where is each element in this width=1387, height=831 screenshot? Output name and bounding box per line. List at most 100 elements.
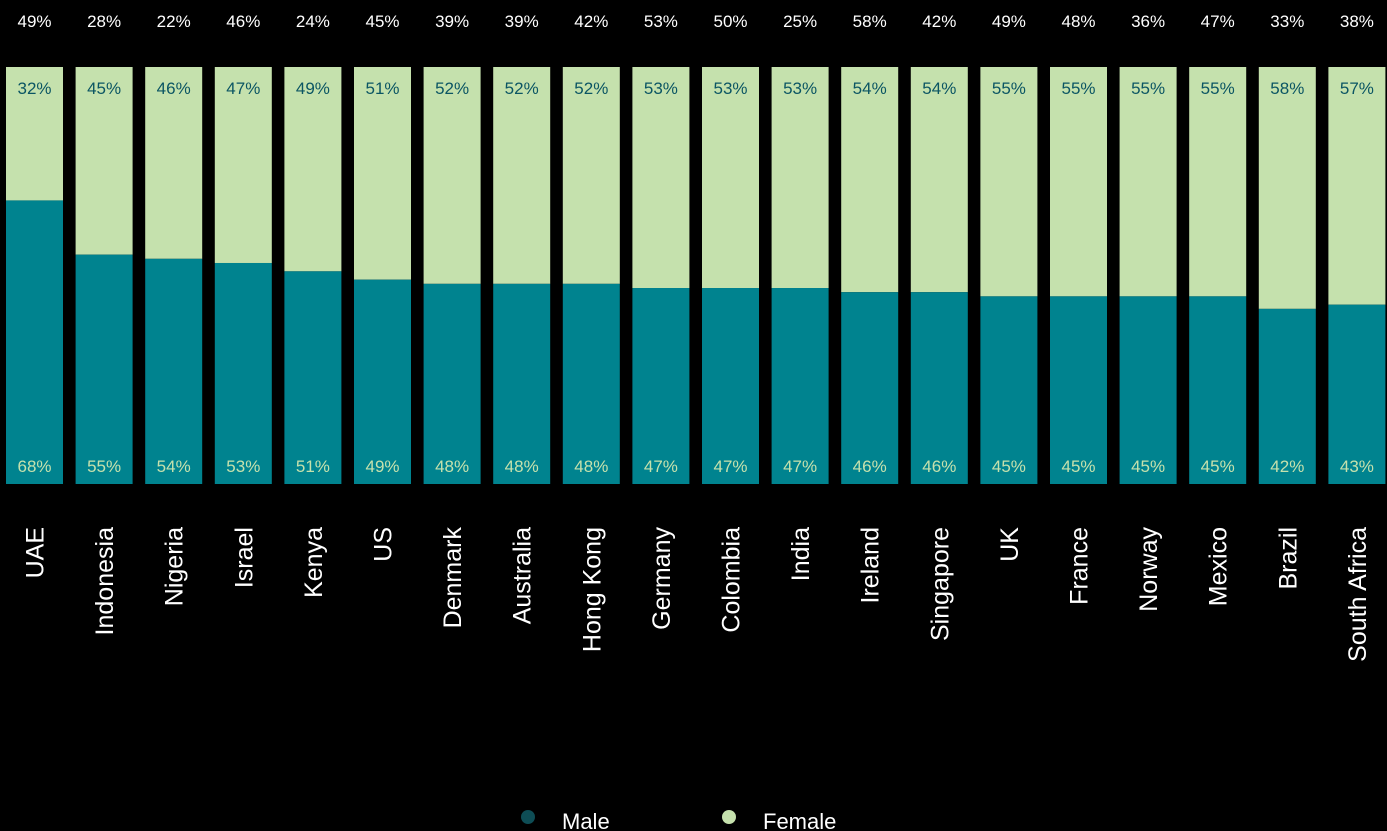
top-label-australia: 39% — [505, 12, 539, 31]
female-label-india: 53% — [783, 79, 817, 98]
female-label-israel: 47% — [226, 79, 260, 98]
male-label-denmark: 48% — [435, 457, 469, 476]
male-label-brazil: 42% — [1270, 457, 1304, 476]
female-label-nigeria: 46% — [157, 79, 191, 98]
female-label-hong-kong: 52% — [574, 79, 608, 98]
bar-female-south-africa — [1328, 67, 1386, 305]
bar-male-singapore — [910, 292, 968, 484]
bar-male-kenya — [284, 271, 342, 484]
bars-group: 49% 32% 68% UAE 28% 45% 55% Indonesia 22% 46% 54% N… — [6, 12, 1386, 662]
top-label-nigeria: 22% — [157, 12, 191, 31]
female-label-france: 55% — [1061, 79, 1095, 98]
top-label-indonesia: 28% — [87, 12, 121, 31]
category-label-uae: UAE — [22, 527, 50, 578]
top-label-norway: 36% — [1131, 12, 1165, 31]
category-label-australia: Australia — [509, 527, 537, 624]
legend-male-dot — [521, 810, 535, 824]
category-label-south-africa: South Africa — [1344, 527, 1372, 662]
male-label-south-africa: 43% — [1340, 457, 1374, 476]
female-label-singapore: 54% — [922, 79, 956, 98]
male-label-australia: 48% — [505, 457, 539, 476]
female-label-kenya: 49% — [296, 79, 330, 98]
female-label-norway: 55% — [1131, 79, 1165, 98]
bar-female-india — [771, 67, 829, 289]
top-label-denmark: 39% — [435, 12, 469, 31]
bar-female-israel — [214, 67, 272, 263]
category-label-denmark: Denmark — [439, 527, 467, 629]
category-label-us: US — [370, 527, 398, 562]
top-label-hong-kong: 42% — [574, 12, 608, 31]
legend: Male Female — [521, 809, 836, 831]
female-label-uk: 55% — [992, 79, 1026, 98]
bar-male-ireland — [841, 292, 899, 484]
category-label-hong-kong: Hong Kong — [578, 527, 606, 652]
female-label-us: 51% — [365, 79, 399, 98]
bar-female-colombia — [702, 67, 759, 289]
male-label-mexico: 45% — [1201, 457, 1235, 476]
category-label-israel: Israel — [230, 527, 258, 588]
category-label-germany: Germany — [648, 527, 676, 630]
bar-male-germany — [632, 288, 690, 484]
female-label-denmark: 52% — [435, 79, 469, 98]
top-label-uk: 49% — [992, 12, 1026, 31]
bar-male-norway — [1119, 296, 1177, 484]
top-label-france: 48% — [1061, 12, 1095, 31]
male-label-ireland: 46% — [853, 457, 887, 476]
category-label-brazil: Brazil — [1274, 527, 1302, 590]
bar-male-uae — [6, 200, 63, 484]
bar-female-ireland — [841, 67, 899, 293]
top-label-uae: 49% — [17, 12, 51, 31]
male-label-germany: 47% — [644, 457, 678, 476]
bar-female-uk — [980, 67, 1038, 297]
male-label-nigeria: 54% — [157, 457, 191, 476]
bar-male-india — [771, 288, 829, 484]
bar-male-australia — [493, 283, 551, 484]
bar-female-uae — [6, 67, 63, 201]
category-label-ireland: Ireland — [857, 527, 885, 603]
bar-female-hong-kong — [562, 67, 620, 284]
male-label-france: 45% — [1061, 457, 1095, 476]
bar-female-brazil — [1258, 67, 1316, 309]
bar-female-australia — [493, 67, 551, 284]
bar-female-germany — [632, 67, 690, 289]
top-label-india: 25% — [783, 12, 817, 31]
female-label-colombia: 53% — [713, 79, 747, 98]
male-label-uae: 68% — [17, 457, 51, 476]
female-label-uae: 32% — [17, 79, 51, 98]
bar-male-uk — [980, 296, 1038, 484]
bar-female-singapore — [910, 67, 968, 293]
female-label-germany: 53% — [644, 79, 678, 98]
top-label-mexico: 47% — [1201, 12, 1235, 31]
category-label-singapore: Singapore — [926, 527, 954, 641]
category-label-indonesia: Indonesia — [91, 527, 119, 636]
bar-male-brazil — [1258, 308, 1316, 484]
top-label-ireland: 58% — [853, 12, 887, 31]
category-label-india: India — [787, 527, 815, 581]
legend-female-dot — [722, 810, 736, 824]
male-label-india: 47% — [783, 457, 817, 476]
category-label-kenya: Kenya — [300, 527, 328, 598]
bar-male-us — [354, 279, 411, 484]
top-label-israel: 46% — [226, 12, 260, 31]
top-label-kenya: 24% — [296, 12, 330, 31]
bar-female-norway — [1119, 67, 1177, 297]
category-label-france: France — [1066, 527, 1094, 605]
female-label-indonesia: 45% — [87, 79, 121, 98]
top-label-south-africa: 38% — [1340, 12, 1374, 31]
male-label-norway: 45% — [1131, 457, 1165, 476]
female-label-brazil: 58% — [1270, 79, 1304, 98]
bar-female-mexico — [1189, 67, 1247, 297]
male-label-colombia: 47% — [713, 457, 747, 476]
top-label-colombia: 50% — [713, 12, 747, 31]
male-label-israel: 53% — [226, 457, 260, 476]
bar-female-nigeria — [145, 67, 203, 259]
female-label-ireland: 54% — [853, 79, 887, 98]
bar-male-hong-kong — [562, 283, 620, 484]
bar-male-nigeria — [145, 258, 203, 484]
bar-female-indonesia — [75, 67, 133, 255]
bar-male-indonesia — [75, 254, 133, 484]
bar-male-israel — [214, 262, 272, 484]
category-label-uk: UK — [996, 527, 1024, 562]
female-label-south-africa: 57% — [1340, 79, 1374, 98]
